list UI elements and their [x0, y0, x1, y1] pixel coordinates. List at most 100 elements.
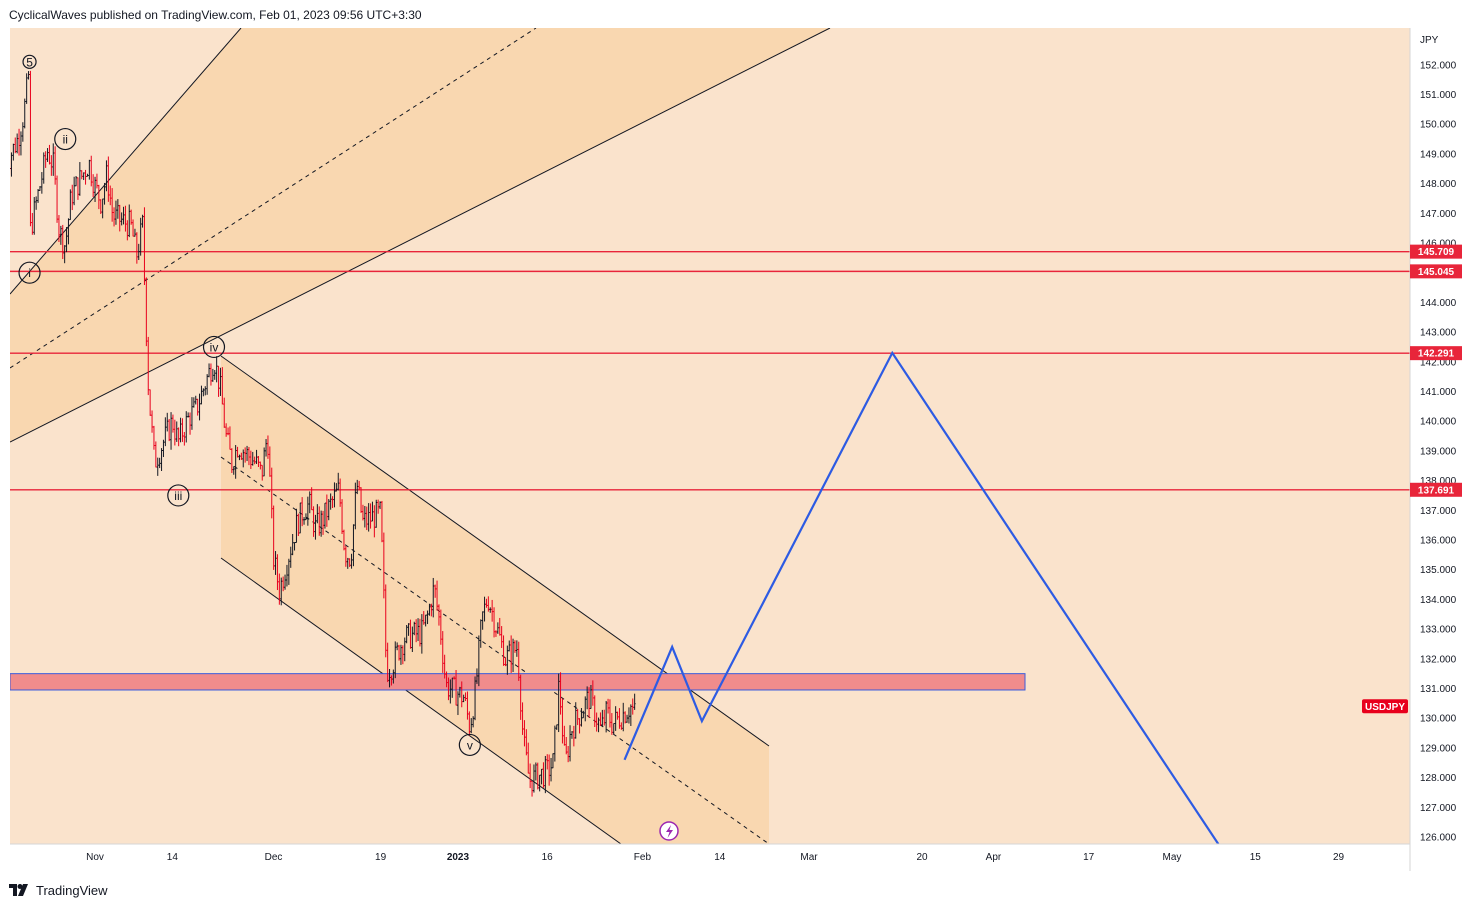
candle [181, 418, 184, 442]
price-level-badge[interactable]: 145.709 [1410, 244, 1462, 259]
x-tick-label: 14 [714, 852, 726, 863]
candle [540, 768, 543, 785]
candle [546, 754, 549, 770]
y-tick-label: 137.000 [1420, 506, 1457, 517]
candle [588, 687, 591, 718]
candle [360, 487, 363, 513]
price-level-badge[interactable]: 142.291 [1410, 346, 1462, 361]
candle [487, 596, 490, 612]
candle [257, 456, 260, 467]
candle [242, 449, 245, 468]
y-tick-label: 134.000 [1420, 595, 1457, 606]
wave-label-ii[interactable]: ii [54, 127, 77, 151]
candle [158, 457, 161, 469]
candle [90, 155, 93, 187]
candle [466, 691, 469, 720]
candle [274, 551, 277, 575]
candle [37, 188, 40, 203]
x-tick-label: Nov [86, 852, 104, 863]
candle [232, 466, 235, 475]
candle [447, 677, 450, 701]
candle [130, 209, 133, 225]
candle [160, 448, 163, 471]
candle [403, 637, 406, 662]
x-tick-label: 19 [375, 852, 387, 863]
x-tick-label: 2023 [447, 852, 470, 863]
candle [525, 729, 528, 756]
candle [213, 370, 216, 380]
candle [417, 618, 420, 642]
candle [555, 724, 558, 730]
symbol-badge[interactable]: USDJPY [1362, 699, 1408, 714]
wave-label-i[interactable]: i [18, 261, 41, 284]
candle [19, 131, 22, 156]
candle [122, 206, 125, 225]
candle [593, 695, 596, 727]
candle [614, 706, 617, 731]
candle [434, 584, 437, 598]
candle [297, 513, 300, 537]
candle [443, 654, 446, 679]
wave-label-text: iv [210, 340, 219, 354]
candle [451, 677, 454, 698]
candle [65, 227, 68, 253]
candle [589, 684, 592, 709]
price-level-badge[interactable]: 137.691 [1410, 482, 1462, 497]
candle [316, 504, 319, 524]
candle [350, 553, 353, 569]
candle [390, 675, 393, 686]
price-level-badge[interactable]: 145.045 [1410, 264, 1462, 279]
candle [388, 668, 391, 688]
candle [498, 617, 501, 636]
candle [605, 700, 608, 733]
candle [352, 524, 355, 567]
candle [354, 482, 357, 530]
resistance-zone[interactable] [10, 673, 1026, 691]
candle [211, 368, 214, 382]
y-tick-label: 152.000 [1420, 60, 1457, 71]
candle [392, 669, 395, 684]
candle [246, 445, 249, 462]
wave-label-5[interactable]: 5 [22, 54, 37, 69]
candle [141, 214, 144, 228]
candle [103, 182, 106, 205]
candle [441, 631, 444, 673]
wave-label-iii[interactable]: iii [167, 484, 190, 507]
wave-label-v[interactable]: v [458, 733, 481, 757]
candle [118, 204, 121, 232]
resistance-zone-layer [10, 673, 1026, 691]
y-tick-label: 131.000 [1420, 684, 1457, 695]
candle [31, 212, 34, 235]
candle [230, 448, 233, 473]
candle [474, 676, 477, 721]
candle [196, 398, 199, 416]
candle [175, 421, 178, 442]
candle [413, 621, 416, 636]
ascending-channel-upper-line [10, 28, 242, 295]
candle [48, 144, 51, 165]
candle [369, 503, 372, 529]
footer[interactable]: TradingView [9, 880, 108, 900]
candle [278, 573, 281, 605]
y-tick-label: 130.000 [1420, 714, 1457, 725]
x-axis[interactable]: Nov 14 Dec 19 2023 16 Feb 14 Mar 20 Apr 17 May 15 29 [86, 852, 1344, 863]
x-tick-label: 16 [542, 852, 554, 863]
candle [551, 753, 554, 769]
candle [439, 609, 442, 645]
projection-path[interactable] [623, 350, 1226, 855]
candle [306, 496, 309, 526]
y-tick-label: 132.000 [1420, 654, 1457, 665]
candle [380, 500, 383, 543]
candle [565, 736, 568, 755]
candle [569, 725, 572, 762]
y-axis[interactable]: 126.000 127.000 128.000 129.000 130.000 131.0… [1420, 60, 1457, 843]
candle [301, 497, 304, 527]
candle [291, 534, 294, 556]
candle [612, 723, 615, 735]
candle [56, 175, 59, 223]
candle [209, 363, 212, 386]
wave-label-text: v [467, 738, 473, 752]
candle [576, 708, 579, 726]
wave-label-iv[interactable]: iv [202, 335, 226, 359]
